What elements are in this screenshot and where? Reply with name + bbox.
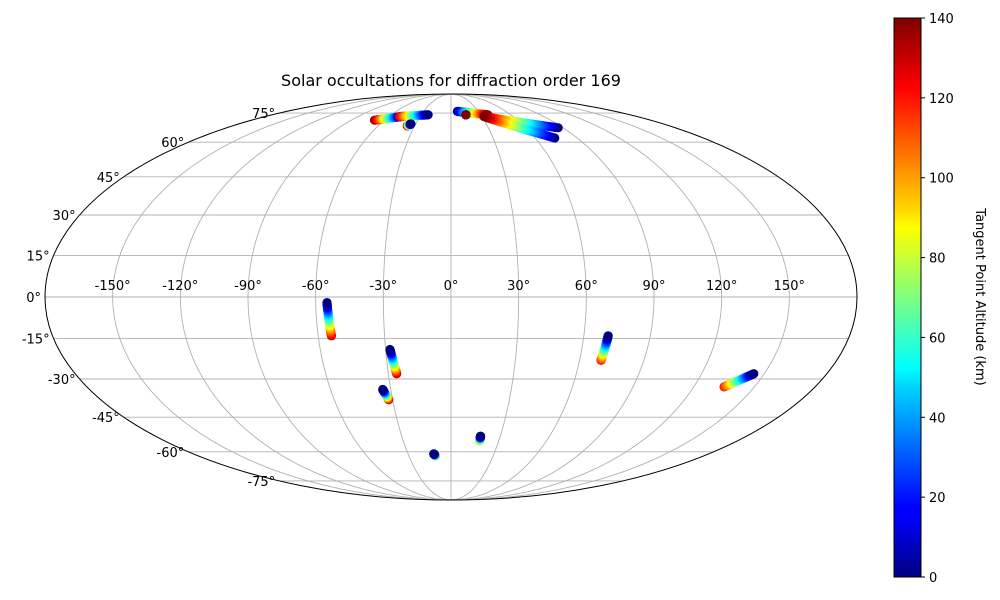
- lon-tick-label: -90°: [234, 279, 262, 294]
- colorbar-tick-label: 100: [929, 172, 954, 187]
- lat-tick-label: 60°: [161, 136, 184, 151]
- lon-gridline: [315, 94, 452, 500]
- lon-tick-label: 0°: [444, 279, 459, 294]
- occultation-point: [749, 369, 759, 379]
- lon-gridline: [450, 94, 655, 500]
- colorbar-tick-label: 20: [929, 491, 946, 506]
- colorbar-gradient: [893, 17, 922, 578]
- lon-gridline: [382, 94, 452, 500]
- occultation-point: [479, 111, 489, 122]
- lon-tick-label: 90°: [642, 279, 665, 294]
- colorbar-label: Tangent Point Altitude (km): [972, 207, 987, 385]
- colorbar: 0 20 40 60 80 100 120 140 Tangent Point Altitud…: [893, 12, 987, 586]
- map-boundary: [44, 93, 858, 501]
- colorbar-ticks: 0 20 40 60 80 100 120 140: [921, 12, 954, 586]
- lon-tick-label: 30°: [507, 279, 530, 294]
- occultation-point: [429, 449, 439, 459]
- latitude-tick-labels: 75° 60° 45° 30° 15° 0° -15° -30° -45° -60° -75°: [22, 107, 275, 490]
- lat-tick-label: -30°: [48, 373, 76, 388]
- lon-gridline: [112, 94, 452, 500]
- lon-gridline: [247, 94, 452, 500]
- occultation-point: [423, 110, 433, 120]
- colorbar-tick-label: 60: [929, 331, 946, 346]
- colorbar-tick-label: 140: [929, 12, 954, 27]
- occultation-point: [322, 297, 332, 308]
- lat-tick-label: 15°: [27, 249, 50, 264]
- lon-gridline: [179, 94, 452, 500]
- occultation-point: [461, 110, 471, 120]
- lat-tick-label: 30°: [53, 209, 76, 224]
- colorbar-tick-label: 0: [929, 571, 937, 586]
- lon-tick-label: -150°: [95, 279, 131, 294]
- lon-tick-label: -120°: [162, 279, 198, 294]
- lat-tick-label: -60°: [157, 446, 185, 461]
- lon-tick-label: -60°: [302, 279, 330, 294]
- lat-tick-label: 0°: [26, 291, 41, 306]
- occultation-point: [406, 119, 416, 129]
- lon-tick-label: 60°: [575, 279, 598, 294]
- colorbar-tick-label: 120: [929, 92, 954, 107]
- chart-title: Solar occultations for diffraction order…: [281, 71, 621, 90]
- lon-gridline: [450, 94, 587, 500]
- longitude-tick-labels: -150° -120° -90° -60° -30° 0° 30° 60° 90° 120° 150…: [95, 279, 805, 294]
- lat-tick-label: -45°: [92, 411, 120, 426]
- lon-gridline: [450, 94, 520, 500]
- colorbar-tick-label: 80: [929, 252, 946, 267]
- colorbar-tick-label: 40: [929, 411, 946, 426]
- lat-tick-label: 45°: [97, 171, 120, 186]
- lat-tick-label: -15°: [22, 333, 50, 348]
- occultation-point: [603, 331, 613, 341]
- lon-gridline: [450, 94, 723, 500]
- lon-tick-label: -30°: [369, 279, 397, 294]
- lat-tick-label: 75°: [252, 107, 275, 122]
- occultation-point: [378, 384, 388, 395]
- graticule: [45, 94, 857, 500]
- occultation-points: [322, 106, 759, 461]
- lon-gridline: [450, 94, 790, 500]
- lon-tick-label: 150°: [774, 279, 805, 294]
- lon-tick-label: 120°: [706, 279, 737, 294]
- occultation-point: [385, 344, 395, 355]
- occultation-point: [475, 431, 486, 441]
- lat-tick-label: -75°: [247, 475, 275, 490]
